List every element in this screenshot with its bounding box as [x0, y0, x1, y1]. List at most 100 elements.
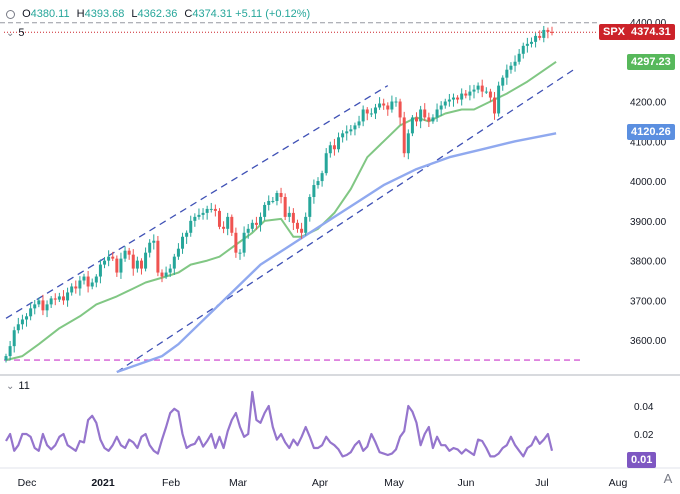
time-tick-label: Apr — [312, 477, 329, 489]
candle-body — [332, 145, 336, 150]
low-label: L — [131, 8, 138, 20]
chart-settings-icon[interactable]: A — [663, 471, 673, 486]
candle-body — [513, 61, 517, 66]
candle-body — [341, 133, 345, 138]
ma-legend[interactable]: ⌄ 5 — [6, 27, 25, 39]
candle-body — [451, 97, 455, 100]
candle-body — [45, 304, 49, 311]
candle-body — [357, 121, 361, 126]
candle-body — [148, 242, 152, 253]
candle-body — [304, 216, 308, 233]
candle-body — [189, 220, 193, 233]
candle-body — [41, 300, 45, 311]
candle-body — [33, 304, 37, 309]
time-tick-label: 2021 — [91, 477, 115, 489]
symbol-badge: SPX — [599, 24, 630, 40]
candle-body — [238, 252, 242, 254]
candle-body — [16, 324, 20, 331]
oscillator-line — [5, 390, 554, 458]
candle-body — [49, 298, 53, 305]
candle-body — [320, 173, 324, 182]
candle-body — [111, 256, 115, 259]
candle-body — [90, 282, 94, 287]
price-plot[interactable] — [0, 22, 598, 374]
candle-body — [497, 85, 501, 114]
candle-body — [160, 272, 164, 277]
candle-body — [439, 105, 443, 110]
candle-body — [415, 117, 419, 122]
candle-body — [115, 258, 119, 273]
candle-body — [390, 101, 394, 110]
price-tick-label: 4400.00 — [630, 18, 667, 29]
last-price-badge: 4374.31 — [627, 24, 675, 40]
candle-body — [209, 208, 213, 210]
candle-body — [324, 153, 328, 174]
ohlc-legend: O4380.11 H4393.68 L4362.36 C4374.31 +5.1… — [6, 8, 310, 20]
ma-legend-value: 5 — [18, 27, 25, 39]
candle-body — [456, 97, 460, 100]
time-tick-label: Mar — [229, 477, 248, 489]
candle-body — [246, 228, 250, 233]
candle-body — [386, 105, 390, 110]
candle-body — [123, 250, 127, 259]
visibility-dot-icon[interactable] — [6, 9, 15, 19]
candle-body — [12, 330, 16, 347]
high-label: H — [76, 8, 85, 20]
candle-body — [98, 264, 102, 277]
candle-body — [431, 117, 435, 122]
candle-body — [369, 113, 373, 115]
candle-body — [103, 260, 107, 265]
candle-body — [493, 97, 497, 114]
low-value: 4362.36 — [137, 8, 178, 20]
time-tick-label: Feb — [162, 477, 180, 489]
candle-body — [427, 117, 431, 122]
time-tick-label: Jul — [535, 477, 548, 489]
price-tick-label: 3700.00 — [630, 296, 667, 307]
candle-body — [181, 236, 185, 249]
candle-body — [94, 276, 98, 283]
candle-body — [70, 286, 74, 293]
oscillator-plot[interactable] — [5, 390, 554, 458]
candle-body — [172, 256, 176, 269]
candle-body — [349, 129, 353, 132]
ma-long-price-badge: 4120.26 — [627, 124, 675, 140]
channel-lower-line — [116, 67, 577, 373]
time-tick-label: May — [384, 477, 405, 489]
open-label: O — [22, 8, 31, 20]
candle-body — [254, 222, 258, 225]
candle-body — [213, 208, 217, 211]
candle-body — [464, 93, 468, 96]
candle-body — [480, 85, 484, 92]
candle-body — [230, 216, 234, 233]
oscillator-legend[interactable]: ⌄ 11 — [6, 380, 30, 392]
change-value: +5.11 (+0.12%) — [235, 8, 311, 20]
candle-body — [525, 43, 529, 46]
candle-body — [394, 101, 398, 103]
candle-body — [447, 99, 451, 102]
osc-legend-value: 11 — [18, 380, 30, 392]
candle-body — [271, 200, 275, 202]
candle-body — [328, 145, 332, 154]
price-tick-label: 4000.00 — [630, 177, 667, 188]
price-tick-label: 3600.00 — [630, 336, 667, 347]
candle-body — [86, 276, 90, 287]
chevron-down-icon[interactable]: ⌄ — [6, 380, 15, 392]
oscillator-tick-label: 0.04 — [634, 402, 654, 413]
candle-body — [127, 250, 131, 255]
ma-short-price-badge: 4297.23 — [627, 54, 675, 70]
candle-body — [435, 109, 439, 118]
candle-body — [222, 226, 226, 229]
candle-body — [53, 298, 57, 300]
candle-body — [263, 204, 267, 217]
candle-body — [164, 272, 168, 277]
candle-body — [78, 280, 82, 289]
candle-body — [259, 216, 263, 225]
candle-body — [534, 35, 538, 42]
candle-body — [74, 286, 78, 289]
candle-body — [82, 276, 86, 281]
candle-body — [521, 45, 525, 54]
chevron-down-icon[interactable]: ⌄ — [6, 27, 15, 39]
candle-body — [472, 89, 476, 92]
candle-body — [361, 109, 365, 122]
